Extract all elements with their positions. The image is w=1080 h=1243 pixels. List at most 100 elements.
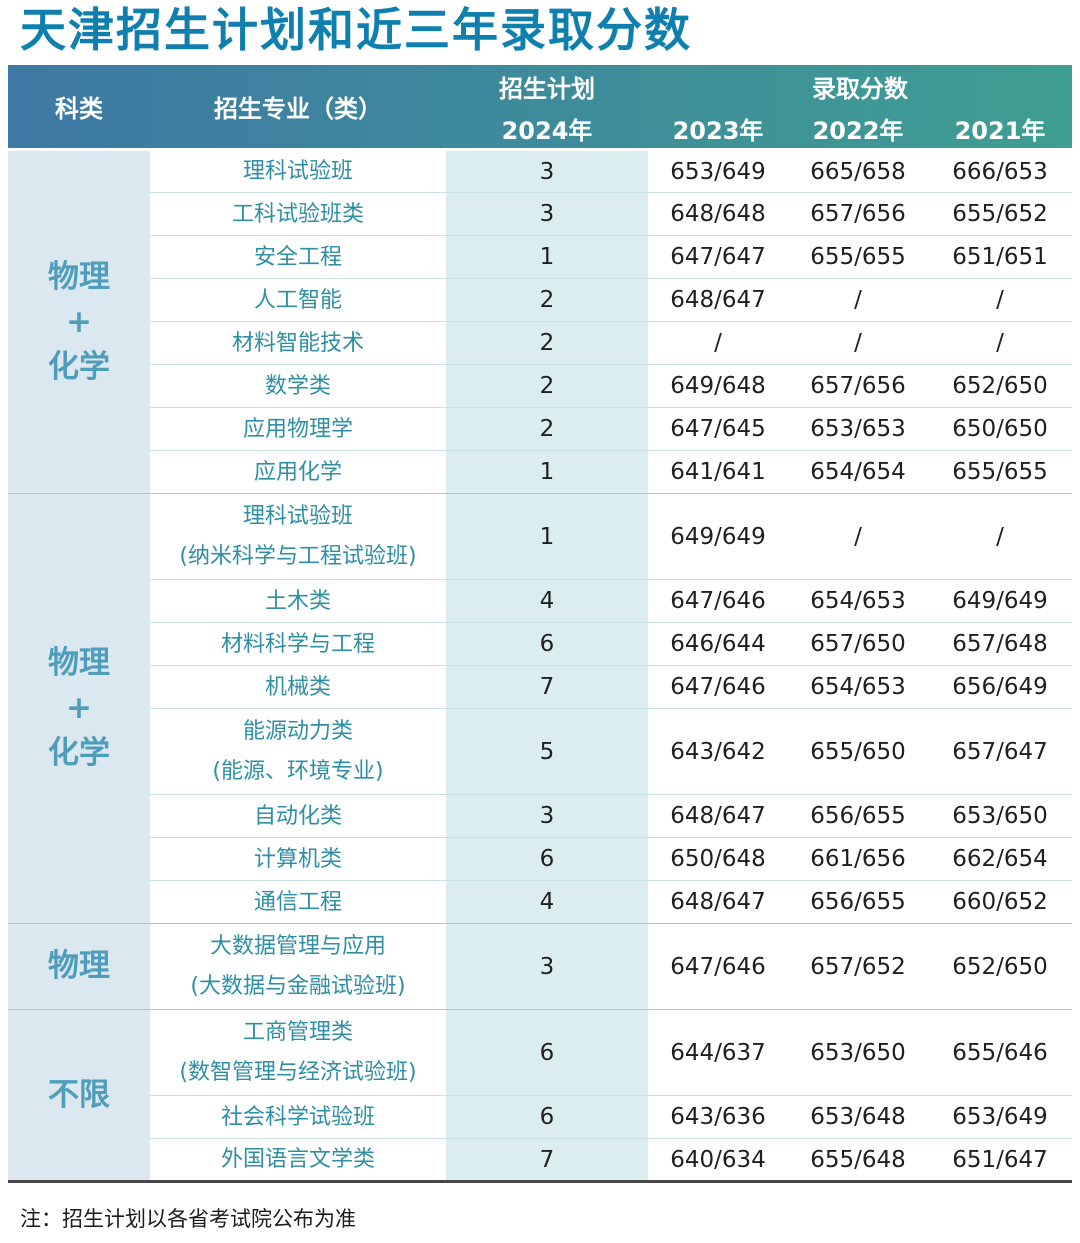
table-row: 外国语言文学类 7 640/634 655/648 651/647 [8,1138,1072,1182]
major-cell: 计算机类 [150,837,446,881]
table-row: 机械类 7 647/646 654/653 656/649 [8,665,1072,709]
table-row: 计算机类 6 650/648 661/656 662/654 [8,837,1072,881]
major-cell: 安全工程 [150,235,446,279]
table-row: 人工智能 2 648/647// [8,278,1072,322]
category-cell: 物理 + 化学 [8,493,150,924]
score-2023-cell: 643/642 [648,708,788,795]
header-year-2022: 2022年 [812,117,904,146]
score-2022-cell: 653/648 [788,1095,928,1139]
header-category: 科类 [55,95,103,124]
plan-cell: 2 [446,364,648,408]
header-plan-year-2024: 2024年 [501,117,593,146]
major-cell: 外国语言文学类 [150,1138,446,1182]
header-year-2021: 2021年 [954,117,1046,146]
major-cell: 大数据管理与应用 (大数据与金融试验班) [150,923,446,1010]
plan-cell: 3 [446,794,648,838]
table-body: 物理 + 化学 理科试验班 3 653/649 665/658 666/653 工科试验班类… [8,148,1072,1182]
score-2023-cell: 643/636 [648,1095,788,1139]
table-header: 科类 招生专业（类） 招生计划 录取分数 2024年 2023年 2022年 2… [8,64,1072,150]
category-cell: 不限 [8,1009,150,1182]
score-2022-cell: 661/656 [788,837,928,881]
score-2021-cell: 651/647 [928,1138,1072,1182]
table-row: 应用物理学 2 647/645 653/653 650/650 [8,407,1072,451]
major-cell: 材料科学与工程 [150,622,446,666]
score-2022-cell: 657/656 [788,192,928,236]
plan-cell: 1 [446,450,648,494]
table-row: 材料科学与工程 6 646/644 657/650 657/648 [8,622,1072,666]
score-2021-cell: 657/647 [928,708,1072,795]
plan-cell: 6 [446,1009,648,1096]
score-2023-cell: 641/641 [648,450,788,494]
table-row: 安全工程 1 647/647 655/655 651/651 [8,235,1072,279]
score-2023-cell: 647/646 [648,579,788,623]
header-scores: 录取分数 [812,75,908,104]
score-2022-cell: 653/653 [788,407,928,451]
score-2023-cell: 640/634 [648,1138,788,1182]
table-row: 应用化学 1 641/641 654/654 655/655 [8,450,1072,494]
score-2023-cell: 647/646 [648,923,788,1010]
major-cell: 能源动力类 (能源、环境专业) [150,708,446,795]
score-2023-cell: 648/647 [648,278,788,322]
score-2022-cell: / [788,321,928,365]
table-row: 自动化类 3 648/647 656/655 653/650 [8,794,1072,838]
header-row-top: 科类 招生专业（类） 招生计划 录取分数 [8,64,1072,123]
footnote: 注：招生计划以各省考试院公布为准 [20,1207,356,1232]
score-2021-cell: 653/649 [928,1095,1072,1139]
table-row: 物理 + 化学 理科试验班 3 653/649 665/658 666/653 [8,148,1072,494]
score-2021-cell: / [928,321,1072,365]
major-cell: 通信工程 [150,880,446,924]
score-2022-cell: 657/650 [788,622,928,666]
table-row: 社会科学试验班 6 643/636 653/648 653/649 [8,1095,1072,1139]
plan-cell: 3 [446,923,648,1010]
plan-cell: 2 [446,278,648,322]
header-year-2023: 2023年 [672,117,764,146]
page-title: 天津招生计划和近三年录取分数 [20,3,692,57]
score-2022-cell: 653/650 [788,1009,928,1096]
table-row: 能源动力类 (能源、环境专业) 5 643/642 655/650 657/647 [8,708,1072,795]
header-major: 招生专业（类） [214,95,382,124]
major-cell: 应用物理学 [150,407,446,451]
score-2021-cell: 666/653 [928,148,1072,193]
score-2021-cell: 650/650 [928,407,1072,451]
score-2021-cell: 655/655 [928,450,1072,494]
score-2021-cell: 657/648 [928,622,1072,666]
major-cell: 数学类 [150,364,446,408]
score-2022-cell: 656/655 [788,880,928,924]
major-cell: 应用化学 [150,450,446,494]
plan-cell: 1 [446,493,648,580]
plan-cell: 6 [446,837,648,881]
plan-cell: 4 [446,579,648,623]
admission-score-table: 科类 招生专业（类） 招生计划 录取分数 2024年 2023年 2022年 2… [8,64,1072,1184]
major-cell: 社会科学试验班 [150,1095,446,1139]
category-cell: 物理 [8,923,150,1010]
table-row: 数学类 2 649/648 657/656 652/650 [8,364,1072,408]
score-2022-cell: 654/654 [788,450,928,494]
plan-cell: 5 [446,708,648,795]
score-2021-cell: 651/651 [928,235,1072,279]
plan-cell: 7 [446,1138,648,1182]
score-2021-cell: 649/649 [928,579,1072,623]
score-2022-cell: 657/652 [788,923,928,1010]
table-row: 物理 大数据管理与应用 (大数据与金融试验班) 3 647/646 657/652 652… [8,923,1072,1010]
score-2022-cell: 656/655 [788,794,928,838]
score-2021-cell: 655/646 [928,1009,1072,1096]
score-2023-cell: 644/637 [648,1009,788,1096]
table-row: 不限 工商管理类 (数智管理与经济试验班) 6 644/637 653/650 655/6… [8,1009,1072,1182]
score-2022-cell: 665/658 [788,148,928,193]
score-2023-cell: 648/648 [648,192,788,236]
score-2022-cell: 655/655 [788,235,928,279]
score-2021-cell: 662/654 [928,837,1072,881]
score-2021-cell: 653/650 [928,794,1072,838]
plan-cell: 4 [446,880,648,924]
score-2021-cell: / [928,493,1072,580]
score-2022-cell: 655/650 [788,708,928,795]
score-2023-cell: 647/645 [648,407,788,451]
plan-cell: 3 [446,192,648,236]
score-2022-cell: 655/648 [788,1138,928,1182]
table-row: 工科试验班类 3 648/648 657/656 655/652 [8,192,1072,236]
score-2021-cell: 655/652 [928,192,1072,236]
plan-cell: 3 [446,148,648,193]
plan-cell: 7 [446,665,648,709]
table-row: 通信工程 4 648/647 656/655 660/652 [8,880,1072,924]
